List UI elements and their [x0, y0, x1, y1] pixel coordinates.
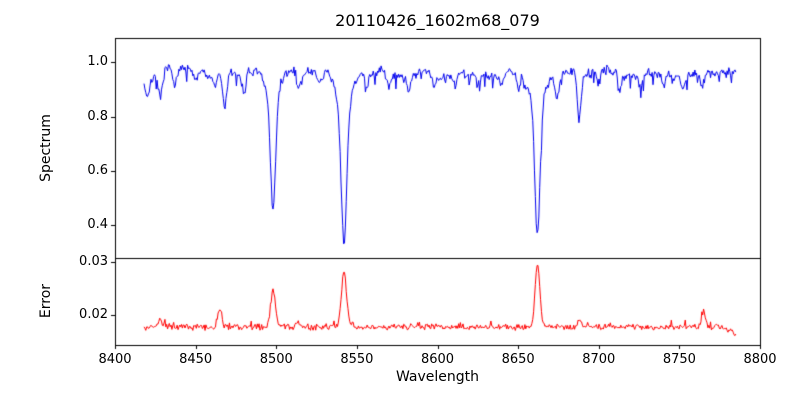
spectrum-y-axis-label: Spectrum — [38, 114, 54, 182]
chart-title: 20110426_1602m68_079 — [335, 11, 540, 30]
x-axis-label: Wavelength — [395, 369, 480, 385]
error-y-axis-label: Error — [38, 283, 54, 319]
